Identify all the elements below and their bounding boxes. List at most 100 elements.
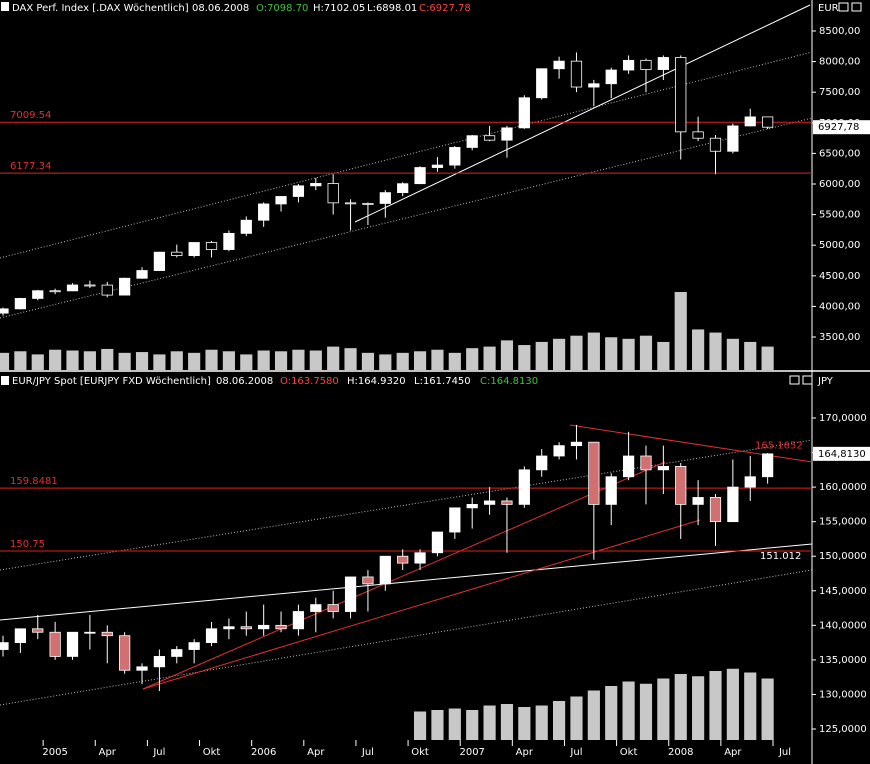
candle-body xyxy=(379,192,391,204)
candle-body xyxy=(49,290,61,293)
candle-body xyxy=(153,251,166,271)
volume-bar xyxy=(726,338,739,370)
volume-bar xyxy=(744,341,757,370)
channel-line xyxy=(0,117,813,319)
candle-body xyxy=(727,486,739,523)
volume-bar xyxy=(587,690,600,740)
volume-bar xyxy=(622,338,635,370)
y-tick-label: 5000,00 xyxy=(819,240,860,251)
candle-body xyxy=(414,552,426,564)
header-open: O:7098.70 xyxy=(256,3,308,14)
y-tick-label: 125,0000 xyxy=(819,724,867,735)
volume-bar xyxy=(605,337,618,370)
candle-body xyxy=(205,628,218,644)
candle-body xyxy=(536,455,548,471)
candle-body xyxy=(101,631,113,637)
candle-body xyxy=(570,60,583,88)
y-tick-label: 135,0000 xyxy=(819,655,867,666)
volume-bar xyxy=(639,683,653,740)
candle-body xyxy=(84,284,96,287)
y-tick-label: 5500,00 xyxy=(819,210,860,221)
y-tick-label: 150,0000 xyxy=(819,551,867,562)
candle-body xyxy=(136,666,148,671)
candle-body xyxy=(171,649,183,657)
candle-body xyxy=(744,476,756,488)
candle-body xyxy=(292,185,305,197)
volume-bar xyxy=(483,346,496,370)
y-tick-label: 130,0000 xyxy=(819,689,867,700)
volume-bar xyxy=(500,704,514,740)
candle-body xyxy=(101,284,113,296)
volume-bar xyxy=(205,349,218,370)
trend-line xyxy=(354,4,811,223)
volume-bar xyxy=(448,708,461,740)
candle-body xyxy=(188,642,200,650)
candle-body xyxy=(223,232,235,250)
volume-bar xyxy=(327,346,340,370)
level-label: 159.8481 xyxy=(10,476,58,487)
candle-body xyxy=(258,624,270,630)
header-name: DAX Perf. Index [.DAX Wöchentlich] xyxy=(12,3,189,14)
candle-body xyxy=(449,507,461,533)
last-price-box xyxy=(813,120,870,135)
candle-body xyxy=(292,611,305,630)
level-label: 7009.54 xyxy=(10,110,51,121)
candle-body xyxy=(431,531,444,554)
unit-label: EUR xyxy=(818,3,839,14)
volume-bar xyxy=(709,671,722,740)
channel-line xyxy=(0,51,813,259)
header-icon xyxy=(1,376,9,385)
window-button[interactable] xyxy=(802,375,813,385)
y-tick-label: 145,0000 xyxy=(819,586,867,597)
volume-bar xyxy=(761,678,774,740)
volume-bar xyxy=(153,354,166,370)
volume-bar xyxy=(553,338,566,370)
candle-body xyxy=(136,270,148,279)
volume-bar xyxy=(431,349,444,370)
candle-body xyxy=(119,635,131,671)
annotation: 151.012 xyxy=(760,551,801,562)
candle-body xyxy=(692,131,704,139)
candle-body xyxy=(379,555,391,585)
x-tick-label: Apr xyxy=(516,747,534,758)
candle-body xyxy=(553,60,565,70)
y-tick-label: 140,0000 xyxy=(819,620,867,631)
volume-bar xyxy=(657,341,670,370)
window-button[interactable] xyxy=(838,2,849,12)
candle-body xyxy=(709,497,722,523)
window-button[interactable] xyxy=(789,375,800,385)
candle-body xyxy=(744,116,756,127)
candle-body xyxy=(449,147,461,166)
volume-bar xyxy=(518,707,531,740)
y-tick-label: 3500,00 xyxy=(819,332,860,343)
volume-bar xyxy=(431,710,444,740)
x-tick-label: 2006 xyxy=(251,747,276,758)
volume-bar xyxy=(535,705,548,740)
y-tick-label: 6500,00 xyxy=(819,148,860,159)
candle-body xyxy=(171,251,183,257)
window-button[interactable] xyxy=(851,2,862,12)
candle-body xyxy=(362,202,374,205)
candle-body xyxy=(536,68,548,99)
candle-body xyxy=(675,465,687,505)
candle-body xyxy=(205,242,218,250)
y-tick-label: 4000,00 xyxy=(819,301,860,312)
x-tick-label: Okt xyxy=(411,747,429,758)
candle-body xyxy=(762,116,774,128)
volume-bar xyxy=(14,351,27,370)
candle-body xyxy=(275,196,287,205)
candle-body xyxy=(153,656,166,668)
candle-body xyxy=(570,441,583,447)
volume-bar xyxy=(240,354,253,370)
candle-body xyxy=(414,167,426,185)
volume-bar xyxy=(570,696,583,740)
candle-body xyxy=(275,624,287,630)
x-tick-label: 2005 xyxy=(42,747,67,758)
volume-bar xyxy=(605,686,618,740)
candle-body xyxy=(397,183,409,194)
volume-bar xyxy=(639,335,653,370)
last-price-label: 6927,78 xyxy=(818,122,859,133)
trend-lines xyxy=(0,4,813,706)
x-tick-label: Jul xyxy=(778,747,791,758)
